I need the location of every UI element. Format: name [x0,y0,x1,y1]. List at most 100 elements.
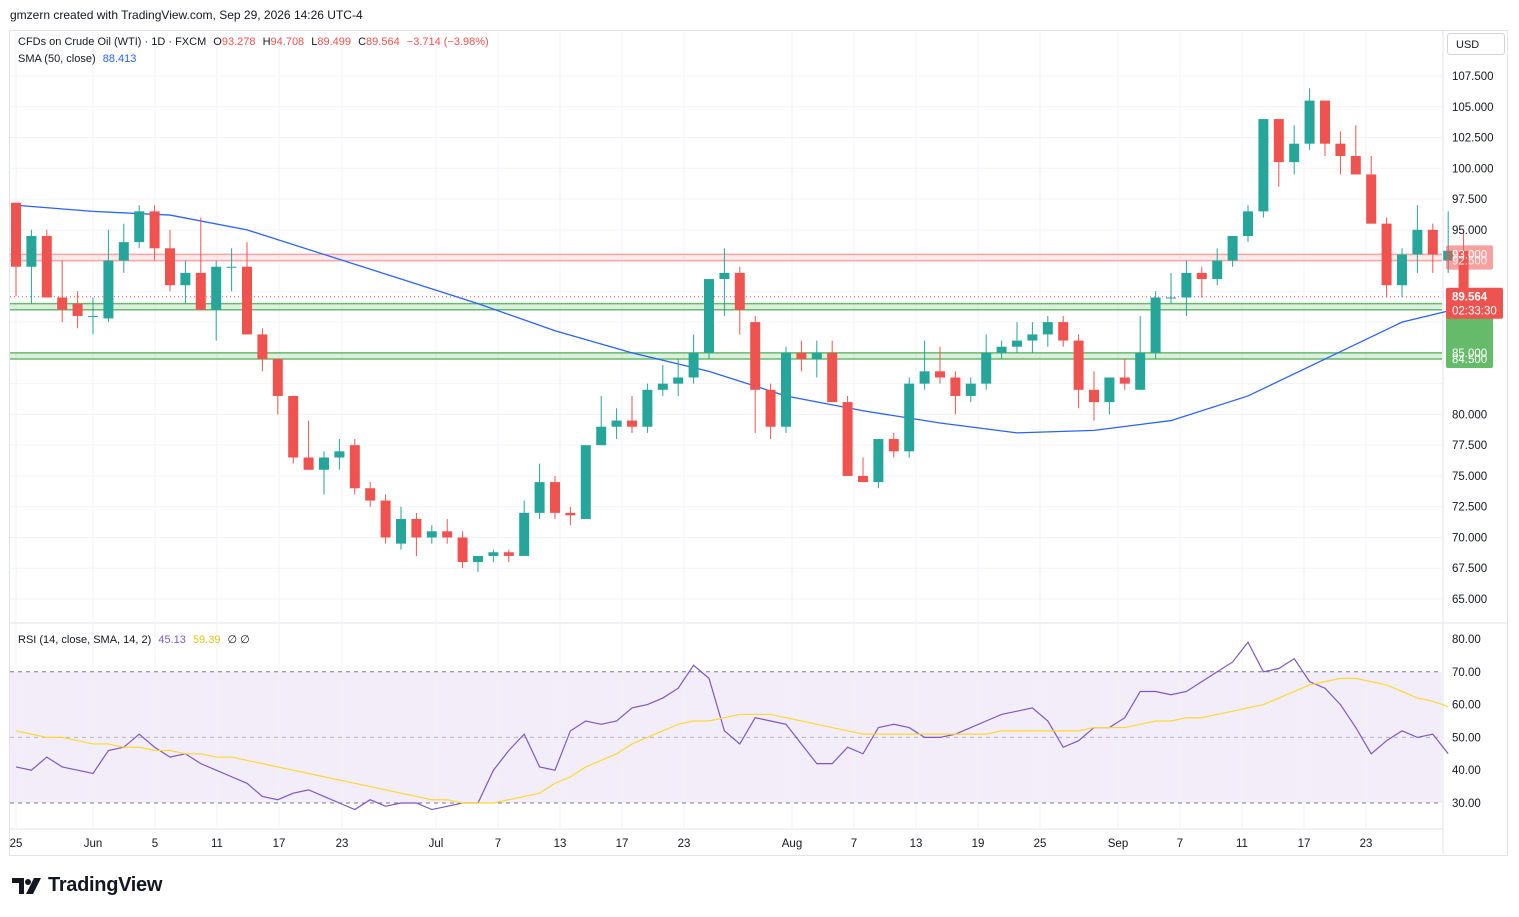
sma-line [15,204,1449,434]
time-tick-label: 7 [495,838,501,850]
rsi-legend[interactable]: RSI (14, close, SMA, 14, 2) 45.13 59.39 … [18,633,254,646]
candle-body [1320,100,1330,144]
price-line-badge: 85.000 [1452,348,1487,360]
candle-body [488,552,499,556]
price-tick-label: 107.500 [1452,71,1494,83]
candle-body [796,352,807,360]
tradingview-logo[interactable]: TradingView [12,874,162,897]
time-tick-label: 25 [10,838,23,850]
candle-body [349,445,360,489]
symbol-title: CFDs on Crude Oil (WTI) · 1D · FXCM [18,36,207,48]
price-tick-label: 105.000 [1452,102,1494,114]
time-tick-label: 17 [1298,838,1311,850]
candle-body [1243,211,1253,236]
candle-body [950,377,961,396]
time-tick-label: 11 [1236,838,1248,850]
candle-body [919,371,930,384]
candle-body [750,322,761,390]
candle-body [1058,322,1069,341]
candles [11,88,1469,572]
candle-body [226,266,237,268]
currency-button[interactable]: USD [1447,33,1505,55]
time-tick-label: 23 [1360,838,1373,850]
candle-body [888,439,899,452]
time-tick-label: 7 [851,838,857,850]
time-tick-label: Jul [429,838,444,850]
candle-body [1027,334,1038,341]
sma-legend-value: 88.413 [102,53,137,65]
chart-caption: gmzern created with TradingView.com, Sep… [10,8,363,22]
time-tick-label: 17 [616,838,629,850]
candle-body [334,451,345,458]
candle-body [627,420,637,427]
high-label: H [262,36,271,48]
candle-body [503,552,514,556]
price-tick-label: 70.000 [1452,532,1487,544]
candle-body [1119,377,1130,384]
price-tick-label: 102.500 [1452,133,1494,145]
low-value: 89.499 [317,36,352,48]
price-tick-label: 95.000 [1452,225,1487,237]
candle-body [11,202,21,267]
price-tick-label: 67.500 [1452,563,1487,575]
candle-body [673,377,684,384]
candle-body [396,519,406,544]
candle-body [1412,229,1423,255]
candle-body [165,248,175,286]
time-tick-label: 11 [211,838,223,850]
candle-body [1350,155,1361,175]
rsi-legend-extra: ∅ ∅ [227,634,250,646]
candle-body [1427,229,1438,255]
candle-body [580,445,591,520]
candle-body [904,383,915,452]
price-line-badge: 93.000 [1452,249,1487,261]
candle-body [611,420,622,427]
price-tick-label: 65.000 [1452,594,1487,606]
price-zone [10,254,1442,261]
last-price-value: 89.564 [1452,292,1488,304]
time-tick-label: 23 [678,838,691,850]
candle-body [1273,119,1284,163]
candle-body [149,211,160,249]
candle-body [195,272,206,310]
candle-body [272,359,283,396]
candle-body [1227,235,1238,261]
candle-body [319,457,329,470]
resistance-badge-bg [1446,245,1493,270]
candle-body [1166,297,1176,299]
rsi-tick-label: 60.00 [1452,700,1481,712]
time-tick-label: 7 [1177,838,1183,850]
price-zone [10,352,1442,360]
candle-body [765,389,776,427]
candle-body [642,389,653,427]
price-tick-label: 72.500 [1452,502,1487,514]
candle-body [704,279,714,353]
candle-body [1366,174,1377,224]
candle-body [1196,272,1207,280]
candle-body [118,242,129,261]
axes: 65.000 67.500 70.000 72.500 75.000 77.500 80.0… [10,71,1503,850]
last-price-badge [1446,287,1503,319]
candle-body [1073,340,1084,390]
time-tick-label: Aug [782,838,802,850]
rsi-grid [10,624,1442,828]
candle-body [996,346,1007,353]
candle-body [1089,389,1099,403]
price-tick-label: 80.000 [1452,409,1487,421]
candle-body [842,402,853,476]
symbol-legend[interactable]: CFDs on Crude Oil (WTI) · 1D · FXCM O93.… [18,36,493,48]
price-tick-label: 97.500 [1452,194,1487,206]
rsi-tick-label: 70.00 [1452,667,1481,679]
candle-body [873,439,884,483]
sma-legend[interactable]: SMA (50, close) 88.413 [18,53,140,65]
candle-body [1181,272,1192,298]
candle-body [688,352,699,378]
time-tick-label: 5 [152,838,158,850]
candle-body [1012,340,1022,347]
time-tick-label: Sep [1108,838,1128,850]
candle-body [365,488,376,501]
candle-body [519,512,530,556]
time-tick-label: 25 [1034,838,1047,850]
open-value: 93.278 [221,36,256,48]
